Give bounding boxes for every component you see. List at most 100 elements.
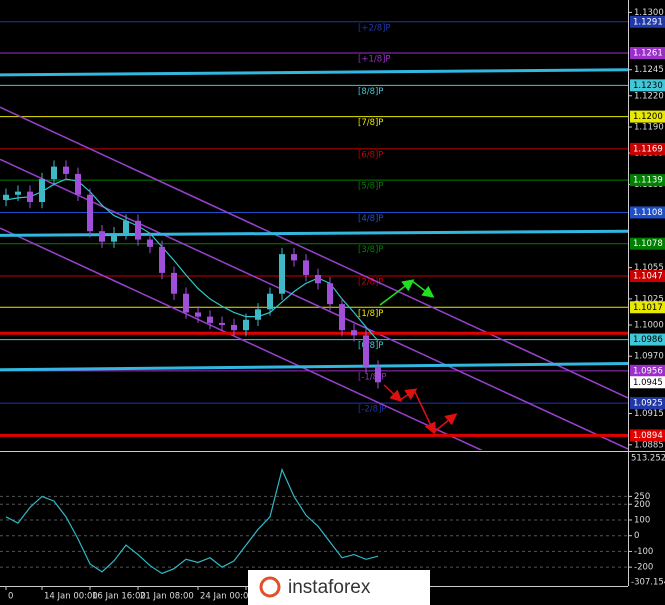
y-tick-label: 1.1025 [634,294,664,304]
price-box [630,301,665,314]
trend-line [0,362,628,372]
price-box [630,270,665,283]
price-box [630,142,665,155]
watermark-text: instaforex [288,577,371,598]
price-box [630,237,665,250]
murray-label: [4/8]P [358,214,383,224]
candle-body [339,304,345,331]
channel-line [0,227,483,450]
y-tick-label: 100 [634,515,650,525]
candle-body [243,319,249,331]
candle-body [15,191,21,195]
murray-label: [0/8]P [358,341,383,351]
candle-body [183,293,189,313]
x-tick-label: 24 Jan 00:00 [200,592,254,602]
murray-label: [-2/8]P [358,405,387,415]
candle-body [279,254,285,294]
current-price-label: 1.0945 [633,378,663,388]
y-limit-label: -307.154 [631,578,665,588]
price-box-label: 1.0925 [633,399,663,409]
murray-label: [3/8]P [358,245,383,255]
price-box-label: 1.1169 [633,144,663,154]
y-tick-label: 1.1055 [634,263,664,273]
y-tick-label: 1.1300 [634,8,664,18]
candle-body [219,322,225,325]
arrow-up [379,279,415,306]
murray-label: [+2/8]P [358,23,391,33]
forecast-arrows [379,279,458,435]
candle-body [3,194,9,200]
candle-body [159,246,165,273]
price-box-label: 1.1108 [633,208,663,218]
murray-label: [1/8]P [358,309,383,319]
candle-body [303,260,309,275]
trend-line [0,68,628,77]
y-tick-label: 1.1245 [634,65,664,75]
candle-body [267,293,273,310]
price-box [630,333,665,346]
x-tick-label: 21 Jan 08:00 [140,592,194,602]
candle-body [99,231,105,242]
y-tick-label: 1.0885 [634,440,664,450]
murray-label: [8/8]P [358,87,383,97]
arrow-down [383,384,403,403]
price-box-label: 1.0986 [633,335,663,345]
price-box-label: 1.1139 [633,176,663,186]
price-box [630,79,665,92]
arrow-up [399,388,418,401]
price-window: [+2/8]P [+1/8]P [8/8]P [7/8]P [6/8]P [5/8]P [4… [0,21,628,450]
x-tick-label: 14 Jan 00:00 [44,592,98,602]
arrow-down [414,391,436,435]
candle-body [27,191,33,203]
candle-body [39,179,45,203]
candle-body [51,166,57,180]
candle-body [351,330,357,336]
candle-body [315,274,321,284]
price-box [630,174,665,187]
murray-label: [5/8]P [358,182,383,192]
murray-label: [-1/8]P [358,372,387,382]
price-box-label: 1.0894 [633,431,663,441]
y-tick-label: 250 [634,492,650,502]
current-price-box [630,376,665,389]
murray-label: [7/8]P [358,118,383,128]
price-box [630,110,665,123]
watermark-logo [259,576,281,598]
y-tick-label: 1.0970 [634,352,664,362]
price-box-label: 1.1200 [633,112,663,122]
candle-body [255,309,261,320]
y-tick-label: 200 [634,500,650,510]
murray-label: [6/8]P [358,150,383,160]
candle-body [135,220,141,240]
price-box-label: 1.1078 [633,239,663,249]
price-box-label: 1.1291 [633,17,663,27]
y-tick-label: 1.1190 [634,123,664,133]
price-box-label: 1.1017 [633,303,663,313]
price-box-label: 1.1230 [633,81,663,91]
candle-body [123,220,129,234]
indicator-window [0,467,628,575]
y-tick-label: 1.1220 [634,91,664,101]
watermark: instaforex [248,570,430,605]
candle-body [327,283,333,305]
candle-body [207,316,213,323]
y-tick-label: -100 [634,547,653,557]
candle-body [171,272,177,294]
candle-body [111,233,117,242]
candle-body [231,324,237,331]
candle-body [63,166,69,174]
candle-body [291,254,297,261]
candle-body [363,335,369,367]
y-tick-label: 1.0915 [634,409,664,419]
x-tick-label: 0 [8,592,13,602]
y-tick-label: 0 [634,531,639,541]
candle-body [195,312,201,317]
price-box [630,364,665,377]
candle-body [375,366,381,383]
murray-label: [+1/8]P [358,55,391,65]
channel-line [0,106,628,399]
price-box [630,15,665,28]
